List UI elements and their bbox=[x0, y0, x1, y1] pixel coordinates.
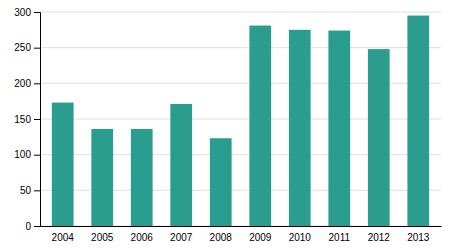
y-tick-mark bbox=[34, 119, 40, 120]
x-tick-label: 2004 bbox=[52, 232, 75, 243]
bar bbox=[131, 129, 153, 226]
y-tick-label: 50 bbox=[20, 185, 32, 196]
grid bbox=[40, 12, 441, 226]
y-tick-label: 100 bbox=[14, 149, 31, 160]
bar bbox=[289, 30, 311, 226]
x-tick: 2012 bbox=[368, 226, 391, 243]
bars bbox=[52, 16, 429, 226]
x-tick: 2007 bbox=[170, 226, 193, 243]
x-axis-line bbox=[41, 226, 442, 227]
y-tick-label: 150 bbox=[14, 114, 31, 125]
x-tick: 2009 bbox=[249, 226, 272, 243]
x-tick: 2005 bbox=[91, 226, 114, 243]
y-tick-mark bbox=[34, 12, 40, 13]
x-tick-label: 2013 bbox=[407, 232, 430, 243]
y-tick: 200 bbox=[14, 78, 40, 89]
y-tick-label: 200 bbox=[14, 78, 31, 89]
bar bbox=[170, 104, 192, 226]
bar bbox=[52, 103, 74, 226]
x-tick-label: 2010 bbox=[289, 232, 312, 243]
x-tick-label: 2007 bbox=[170, 232, 193, 243]
y-tick: 250 bbox=[14, 42, 40, 53]
chart: 2004 2005 2006 2007 2008 2009 2010 2011 2012 2013… bbox=[0, 0, 453, 252]
grid-line bbox=[40, 47, 441, 48]
plot: 2004 2005 2006 2007 2008 2009 2010 2011 2012 2013… bbox=[14, 7, 441, 243]
bar bbox=[368, 49, 390, 226]
y-tick-mark bbox=[34, 155, 40, 156]
y-axis: 0 50 100 150 200 250 300 bbox=[14, 7, 40, 232]
x-tick: 2010 bbox=[289, 226, 312, 243]
x-tick: 2008 bbox=[210, 226, 233, 243]
bar bbox=[249, 26, 271, 226]
y-axis-line bbox=[34, 13, 41, 227]
x-tick: 2006 bbox=[131, 226, 154, 243]
x-tick-label: 2009 bbox=[249, 232, 272, 243]
y-tick-label: 300 bbox=[14, 7, 31, 18]
x-tick-label: 2005 bbox=[91, 232, 114, 243]
bar bbox=[210, 138, 232, 226]
y-tick: 300 bbox=[14, 7, 40, 18]
y-tick-mark bbox=[34, 226, 40, 227]
x-axis: 2004 2005 2006 2007 2008 2009 2010 2011 2012 2013 bbox=[41, 226, 442, 243]
y-tick: 50 bbox=[20, 185, 40, 196]
x-tick-label: 2012 bbox=[368, 232, 391, 243]
x-tick-label: 2011 bbox=[329, 232, 351, 243]
x-tick-label: 2008 bbox=[210, 232, 233, 243]
y-tick-mark bbox=[34, 48, 40, 49]
x-tick: 2004 bbox=[52, 226, 75, 243]
bar bbox=[328, 31, 350, 226]
y-tick: 100 bbox=[14, 149, 40, 160]
y-tick-mark bbox=[34, 83, 40, 84]
y-tick-label: 0 bbox=[25, 221, 31, 232]
y-tick-mark bbox=[34, 190, 40, 191]
bar bbox=[407, 16, 429, 226]
y-tick-label: 250 bbox=[14, 42, 31, 53]
x-tick-label: 2006 bbox=[131, 232, 154, 243]
y-tick: 0 bbox=[25, 221, 40, 232]
x-tick: 2013 bbox=[407, 226, 430, 243]
x-tick: 2011 bbox=[329, 226, 351, 243]
y-tick: 150 bbox=[14, 114, 40, 125]
bar bbox=[91, 129, 113, 226]
grid-line bbox=[40, 12, 441, 13]
